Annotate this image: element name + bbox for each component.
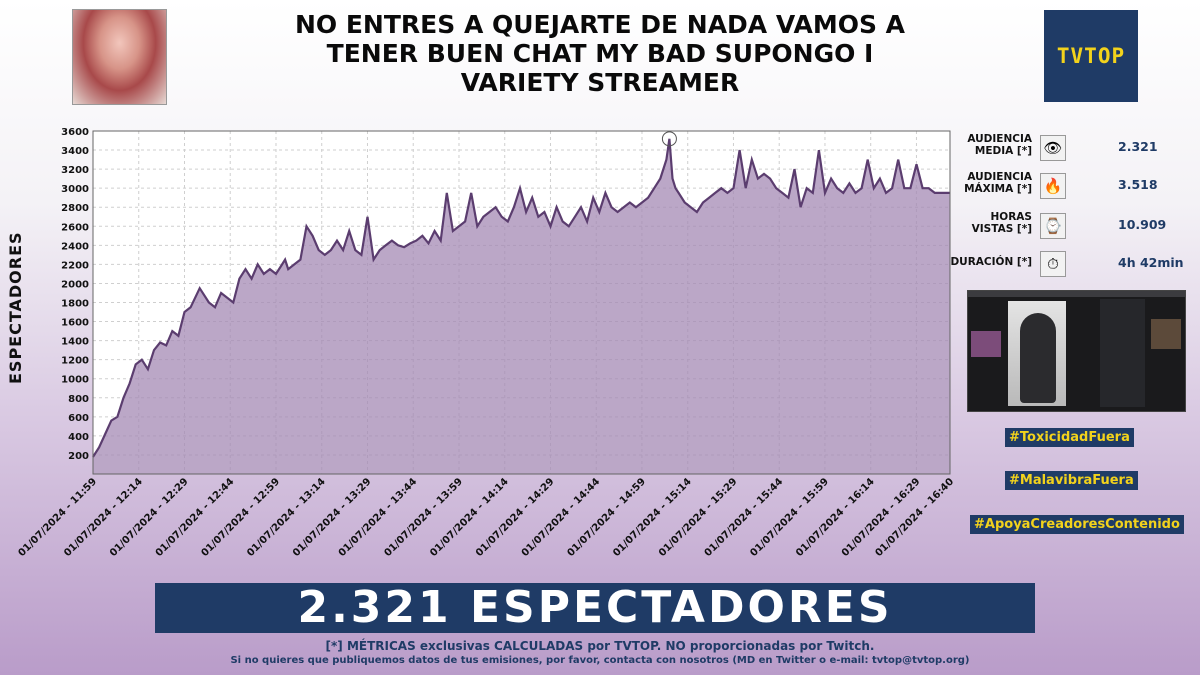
- fire-icon: 🔥: [1040, 173, 1066, 199]
- metric-hours-watched: HORAS VISTAS [*] ⌚ 10.909: [962, 211, 1192, 247]
- stream-thumbnail: [967, 290, 1186, 412]
- x-tick-label: 01/07/2024 - 14:44: [520, 476, 603, 559]
- x-tick-label: 01/07/2024 - 16:14: [794, 476, 877, 559]
- y-tick-label: 2200: [61, 260, 89, 271]
- thumbnail-person: [1020, 313, 1056, 403]
- watch-icon: ⌚: [1040, 213, 1066, 239]
- y-tick-label: 2000: [61, 279, 89, 290]
- x-tick-label: 01/07/2024 - 13:29: [291, 476, 374, 559]
- y-tick-label: 400: [68, 432, 89, 443]
- y-tick-label: 600: [68, 413, 89, 424]
- hashtag: #MalavibraFuera: [1005, 471, 1138, 490]
- x-tick-label: 01/07/2024 - 12:44: [154, 476, 237, 559]
- y-tick-label: 2800: [61, 203, 89, 214]
- x-tick-label: 01/07/2024 - 13:59: [382, 476, 465, 559]
- plot-frame: [92, 130, 951, 475]
- y-tick-label: 3400: [61, 146, 89, 157]
- metric-label-line: AUDIENCIA: [967, 133, 1032, 145]
- footer-contact: Si no quieres que publiquemos datos de t…: [230, 655, 970, 666]
- metric-label-line: VISTAS [*]: [971, 223, 1032, 235]
- peak-marker: [661, 131, 677, 147]
- logo-text: TVTOP: [1056, 44, 1126, 68]
- y-tick-label: 1200: [61, 356, 89, 367]
- hashtag: #ToxicidadFuera: [1005, 428, 1134, 447]
- x-tick-label: 01/07/2024 - 15:44: [703, 476, 786, 559]
- metric-value: 4h 42min: [1118, 255, 1184, 270]
- x-tick-label: 01/07/2024 - 13:44: [337, 476, 420, 559]
- x-tick-label: 01/07/2024 - 13:14: [245, 476, 328, 559]
- streamer-avatar: [72, 9, 167, 105]
- viewer-count-banner: 2.321 ESPECTADORES: [155, 583, 1035, 633]
- y-tick-label: 3000: [61, 184, 89, 195]
- y-tick-label: 1000: [61, 375, 89, 386]
- metric-average-audience: AUDIENCIA MEDIA [*] 👁 2.321: [962, 133, 1192, 169]
- x-tick-label: 01/07/2024 - 14:29: [474, 476, 557, 559]
- x-tick-label: 01/07/2024 - 15:59: [748, 476, 831, 559]
- x-tick-label: 01/07/2024 - 12:29: [108, 476, 191, 559]
- thumbnail-toolbar: [968, 291, 1185, 297]
- x-tick-label: 01/07/2024 - 14:14: [428, 476, 511, 559]
- y-tick-label: 2600: [61, 222, 89, 233]
- y-tick-label: 3600: [61, 127, 89, 138]
- x-tick-label: 01/07/2024 - 15:14: [611, 476, 694, 559]
- title-line: TENER BUEN CHAT MY BAD SUPONGO I: [326, 39, 874, 68]
- x-tick-label: 01/07/2024 - 15:29: [657, 476, 740, 559]
- tvtop-logo: TVTOP: [1044, 10, 1138, 102]
- metric-label-line: HORAS: [990, 211, 1033, 223]
- title-line: VARIETY STREAMER: [460, 68, 740, 97]
- metric-label: AUDIENCIA MÁXIMA [*]: [964, 171, 1032, 195]
- metric-label-line: DURACIÓN [*]: [950, 256, 1032, 268]
- thumbnail-camera-overlay: [971, 331, 1001, 357]
- metric-label-line: MÁXIMA [*]: [964, 183, 1032, 195]
- thumbnail-webcam: [1151, 319, 1181, 349]
- metric-label-line: AUDIENCIA: [967, 171, 1032, 183]
- series-area: [93, 138, 950, 475]
- y-tick-label: 2400: [61, 241, 89, 252]
- stream-title: NO ENTRES A QUEJARTE DE NADA VAMOS A TEN…: [210, 10, 990, 97]
- y-tick-label: 1400: [61, 337, 89, 348]
- title-line: NO ENTRES A QUEJARTE DE NADA VAMOS A: [294, 10, 906, 39]
- metric-value: 2.321: [1118, 139, 1158, 154]
- metric-label: HORAS VISTAS [*]: [972, 211, 1032, 235]
- metric-label: AUDIENCIA MEDIA [*]: [967, 133, 1032, 157]
- eye-icon: 👁: [1040, 135, 1066, 161]
- y-tick-labels: 200 400 600 800 1000 1200 1400 1600 1800 2000 2200…: [61, 127, 89, 462]
- y-tick-label: 1600: [61, 318, 89, 329]
- hashtag: #ApoyaCreadoresContenido: [970, 515, 1184, 534]
- thumbnail-chat-panel: [1100, 299, 1145, 407]
- metric-label-line: MEDIA [*]: [974, 145, 1032, 157]
- metric-duration: DURACIÓN [*] ⏱ 4h 42min: [950, 249, 1192, 285]
- x-tick-label: 01/07/2024 - 14:59: [565, 476, 648, 559]
- metric-max-audience: AUDIENCIA MÁXIMA [*] 🔥 3.518: [962, 171, 1192, 207]
- footer-note: [*] MÉTRICAS exclusivas CALCULADAS por T…: [325, 639, 875, 653]
- stopwatch-icon: ⏱: [1040, 251, 1066, 277]
- series-line: [92, 138, 950, 458]
- metric-value: 10.909: [1118, 217, 1167, 232]
- metric-label: DURACIÓN [*]: [950, 256, 1032, 268]
- y-tick-label: 3200: [61, 165, 89, 176]
- x-tick-label: 01/07/2024 - 12:14: [62, 476, 145, 559]
- x-tick-label: 01/07/2024 - 11:59: [16, 476, 99, 559]
- y-tick-label: 1800: [61, 299, 89, 310]
- x-tick-label: 01/07/2024 - 12:59: [199, 476, 282, 559]
- y-tick-label: 200: [68, 451, 89, 462]
- y-tick-label: 800: [68, 394, 89, 405]
- metric-value: 3.518: [1118, 177, 1158, 192]
